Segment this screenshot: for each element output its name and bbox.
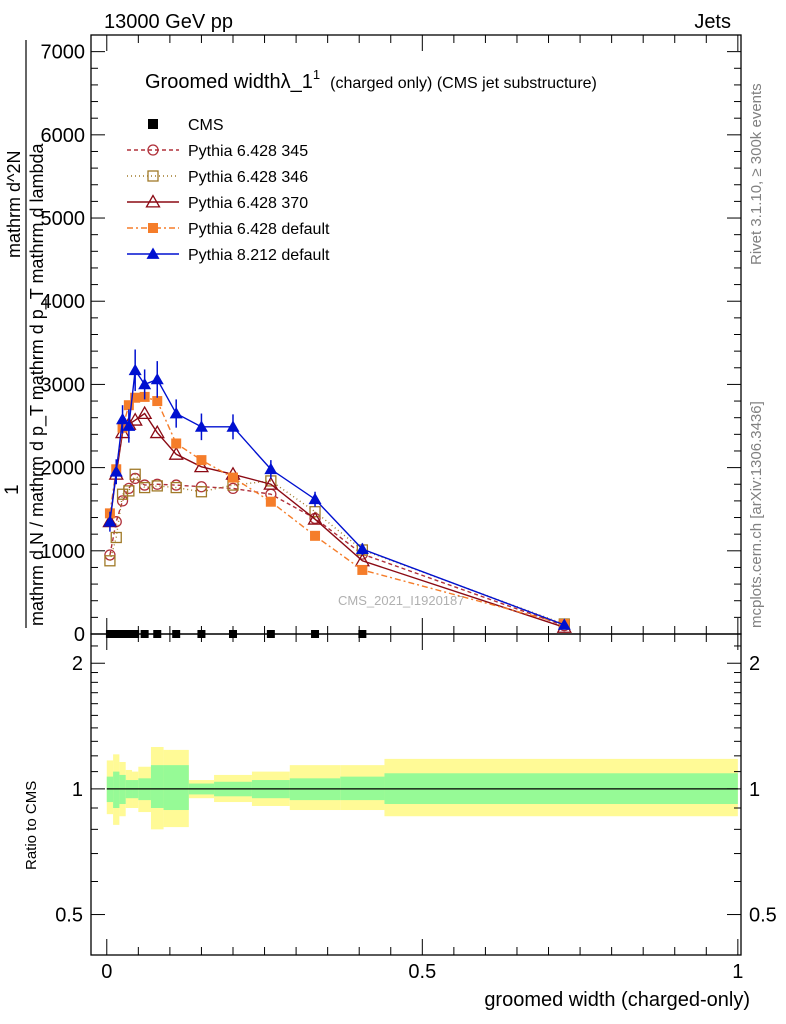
legend-label-p346: Pythia 6.428 346 xyxy=(188,169,308,186)
series-point-p370 xyxy=(193,458,210,473)
legend-marker-cms xyxy=(148,119,158,129)
y-axis-label-den: mathrm d N / mathrm d p_T mathrm d p_T m… xyxy=(27,143,48,626)
series-point-p6def xyxy=(357,564,368,575)
series-point-p8def xyxy=(355,542,369,555)
series-point-p8def xyxy=(194,420,208,432)
header-energy: 13000 GeV pp xyxy=(104,11,233,33)
x-tick-label: 1 xyxy=(732,961,743,983)
series-point-p8def xyxy=(128,363,142,376)
ratio-band-inner xyxy=(150,765,164,808)
series-point-p346 xyxy=(116,488,129,500)
series-point-p8def xyxy=(150,372,164,385)
legend-marker-p8def xyxy=(146,247,160,259)
series-line-p8def xyxy=(109,368,565,626)
ratio-y-tick-label-right: 0.5 xyxy=(749,905,777,927)
legend-label-p8def: Pythia 8.212 default xyxy=(188,247,330,264)
legend-label-p370: Pythia 6.428 370 xyxy=(188,195,308,212)
legend-marker-p6def xyxy=(148,223,158,233)
ratio-y-tick-label-left: 2 xyxy=(72,653,83,675)
ratio-frame xyxy=(90,633,742,956)
legend: CMS Pythia 6.428 345 Pythia 6.428 346 Pythi… xyxy=(127,117,330,264)
series-point-p8def xyxy=(226,420,240,432)
series-point-p8def xyxy=(103,515,117,527)
series-point-p8def xyxy=(169,407,183,419)
chart-title-sup: 1 xyxy=(313,67,320,82)
series-line-p6def xyxy=(109,396,565,625)
main-y-tick-label: 7000 xyxy=(41,42,86,64)
series-point-p346 xyxy=(123,485,135,497)
series-point-p6def xyxy=(196,455,207,466)
y-axis-label-num: mathrm d^2N xyxy=(4,151,24,258)
main-y-tick-label: 1000 xyxy=(41,541,86,563)
series-point-p345 xyxy=(123,482,135,495)
series-point-p346 xyxy=(129,468,141,480)
series-point-p345 xyxy=(116,495,129,507)
series-point-p8def xyxy=(308,492,322,505)
series-point-p346 xyxy=(138,481,151,494)
series-point-p370 xyxy=(149,424,165,439)
x-tick-label: 0 xyxy=(101,961,112,983)
ratio-y-tick-label-right: 2 xyxy=(749,653,760,675)
ratio-y-tick-label-left: 1 xyxy=(72,779,83,801)
series-point-p8def xyxy=(116,412,130,425)
ratio-plot: 0 0.5 1 0.5 1 2 0.5 1 2 xyxy=(55,633,777,983)
series-point-p8def xyxy=(122,419,136,431)
main-y-tick-label: 2000 xyxy=(41,458,86,480)
y-axis-label-top: 1 xyxy=(2,484,23,495)
legend-marker-p345 xyxy=(147,144,159,156)
series-point-p370 xyxy=(137,405,153,420)
series-point-p346 xyxy=(195,486,208,498)
main-plot: 0 1000 2000 3000 4000 5000 6000 7000 xyxy=(41,34,742,646)
series-point-p8def xyxy=(138,377,152,390)
ratio-y-axis-label: Ratio to CMS xyxy=(23,781,40,870)
series-point-p6def xyxy=(227,472,238,483)
chart-title-main: Groomed widthλ_1 xyxy=(145,71,313,93)
series-point-p346 xyxy=(170,481,182,494)
chart-title-suffix: (charged only) (CMS jet substructure) xyxy=(330,75,597,92)
legend-marker-p346 xyxy=(147,170,159,182)
main-y-tick-label: 0 xyxy=(74,624,85,646)
chart-title: Groomed widthλ_11 (charged only) (CMS jet… xyxy=(145,67,597,93)
series-point-p346 xyxy=(151,480,163,492)
series-point-p8def xyxy=(557,618,571,630)
watermark: CMS_2021_I1920187 xyxy=(338,593,465,608)
series-point-p346 xyxy=(110,531,122,544)
series-point-p6def xyxy=(130,392,141,403)
x-tick-label: 0.5 xyxy=(408,961,436,983)
side-rivet-label: Rivet 3.1.10, ≥ 300k events xyxy=(748,83,765,265)
ratio-y-tick-label-right: 1 xyxy=(749,779,760,801)
ratio-band-inner xyxy=(163,765,189,811)
series-point-p370 xyxy=(168,446,184,460)
series-point-p8def xyxy=(264,462,278,475)
ratio-y-tick-label-left: 0.5 xyxy=(55,905,83,927)
ratio-band-inner xyxy=(113,771,120,808)
legend-label-p345: Pythia 6.428 345 xyxy=(188,143,308,160)
side-mcplots-label: mcplots.cern.ch [arXiv:1306.3436] xyxy=(748,401,765,628)
series-point-p370 xyxy=(263,476,279,490)
main-y-tick-label: 3000 xyxy=(41,374,86,396)
series-point-p6def xyxy=(265,496,276,507)
series-point-p370 xyxy=(307,511,323,525)
x-axis-label: groomed width (charged-only) xyxy=(484,989,750,1011)
header-jets: Jets xyxy=(694,11,731,33)
main-y-tick-label: 4000 xyxy=(41,291,86,313)
series-point-p8def xyxy=(109,465,123,477)
series-point-p370 xyxy=(127,412,143,426)
series-point-p6def xyxy=(310,530,321,541)
main-y-tick-label: 5000 xyxy=(41,208,86,230)
series-point-p6def xyxy=(152,396,163,407)
legend-marker-p370 xyxy=(145,194,161,208)
series-point-p346 xyxy=(104,555,116,567)
legend-label-p6def: Pythia 6.428 default xyxy=(188,221,330,238)
series-point-p6def xyxy=(123,400,134,411)
legend-label-cms: CMS xyxy=(188,117,224,134)
main-y-tick-label: 6000 xyxy=(41,125,86,147)
series-point-p6def xyxy=(171,438,182,449)
